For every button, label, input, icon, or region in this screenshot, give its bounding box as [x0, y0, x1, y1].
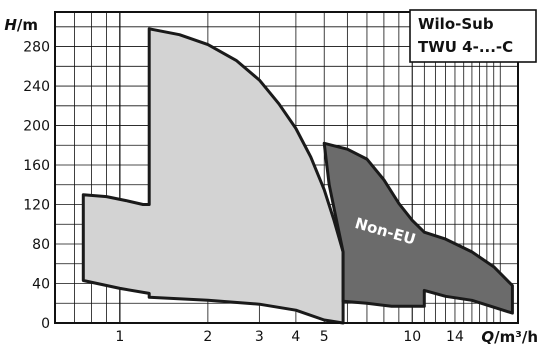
y-axis-symbol: H [4, 16, 17, 34]
chart-frame [54, 11, 519, 324]
x-axis-symbol: Q [481, 328, 494, 345]
y-tick-label: 280 [23, 40, 50, 56]
y-tick-label: 240 [23, 79, 50, 95]
x-tick-label: 3 [255, 329, 264, 345]
non-eu-range-area [322, 141, 514, 315]
plot-frame [54, 11, 519, 324]
legend-model-line: TWU 4-...-C [418, 38, 513, 56]
x-tick-label: 5 [320, 329, 329, 345]
x-tick-label: 14 [446, 329, 464, 345]
legend-box: Wilo-Sub TWU 4-...-C [409, 9, 537, 63]
y-tick-label: 80 [32, 237, 50, 253]
y-tick-label: 120 [23, 198, 50, 214]
x-axis-unit: /m³/h [494, 328, 538, 345]
legend-brand-line: Wilo-Sub [418, 15, 494, 33]
y-axis-title: H/m [4, 16, 38, 34]
x-axis-title: Q/m³/h [481, 328, 538, 345]
x-tick-label: 1 [115, 329, 124, 345]
y-tick-label: 200 [23, 119, 50, 135]
y-axis-unit: /m [17, 16, 38, 34]
y-tick-label: 40 [32, 277, 50, 293]
x-tick-label: 2 [203, 329, 212, 345]
chart-regions: Non-EU [81, 27, 514, 325]
y-tick-label: 0 [41, 316, 50, 332]
legend-box-border [409, 9, 537, 63]
x-tick-label: 4 [291, 329, 300, 345]
y-tick-label: 160 [23, 158, 50, 174]
x-tick-label: 10 [403, 329, 421, 345]
y-axis-ticks: 0 40 80 120 160 200 240 280 [23, 40, 50, 332]
eu-range-area [81, 27, 345, 325]
x-axis-ticks: 1 2 3 4 5 10 14 [115, 329, 464, 345]
